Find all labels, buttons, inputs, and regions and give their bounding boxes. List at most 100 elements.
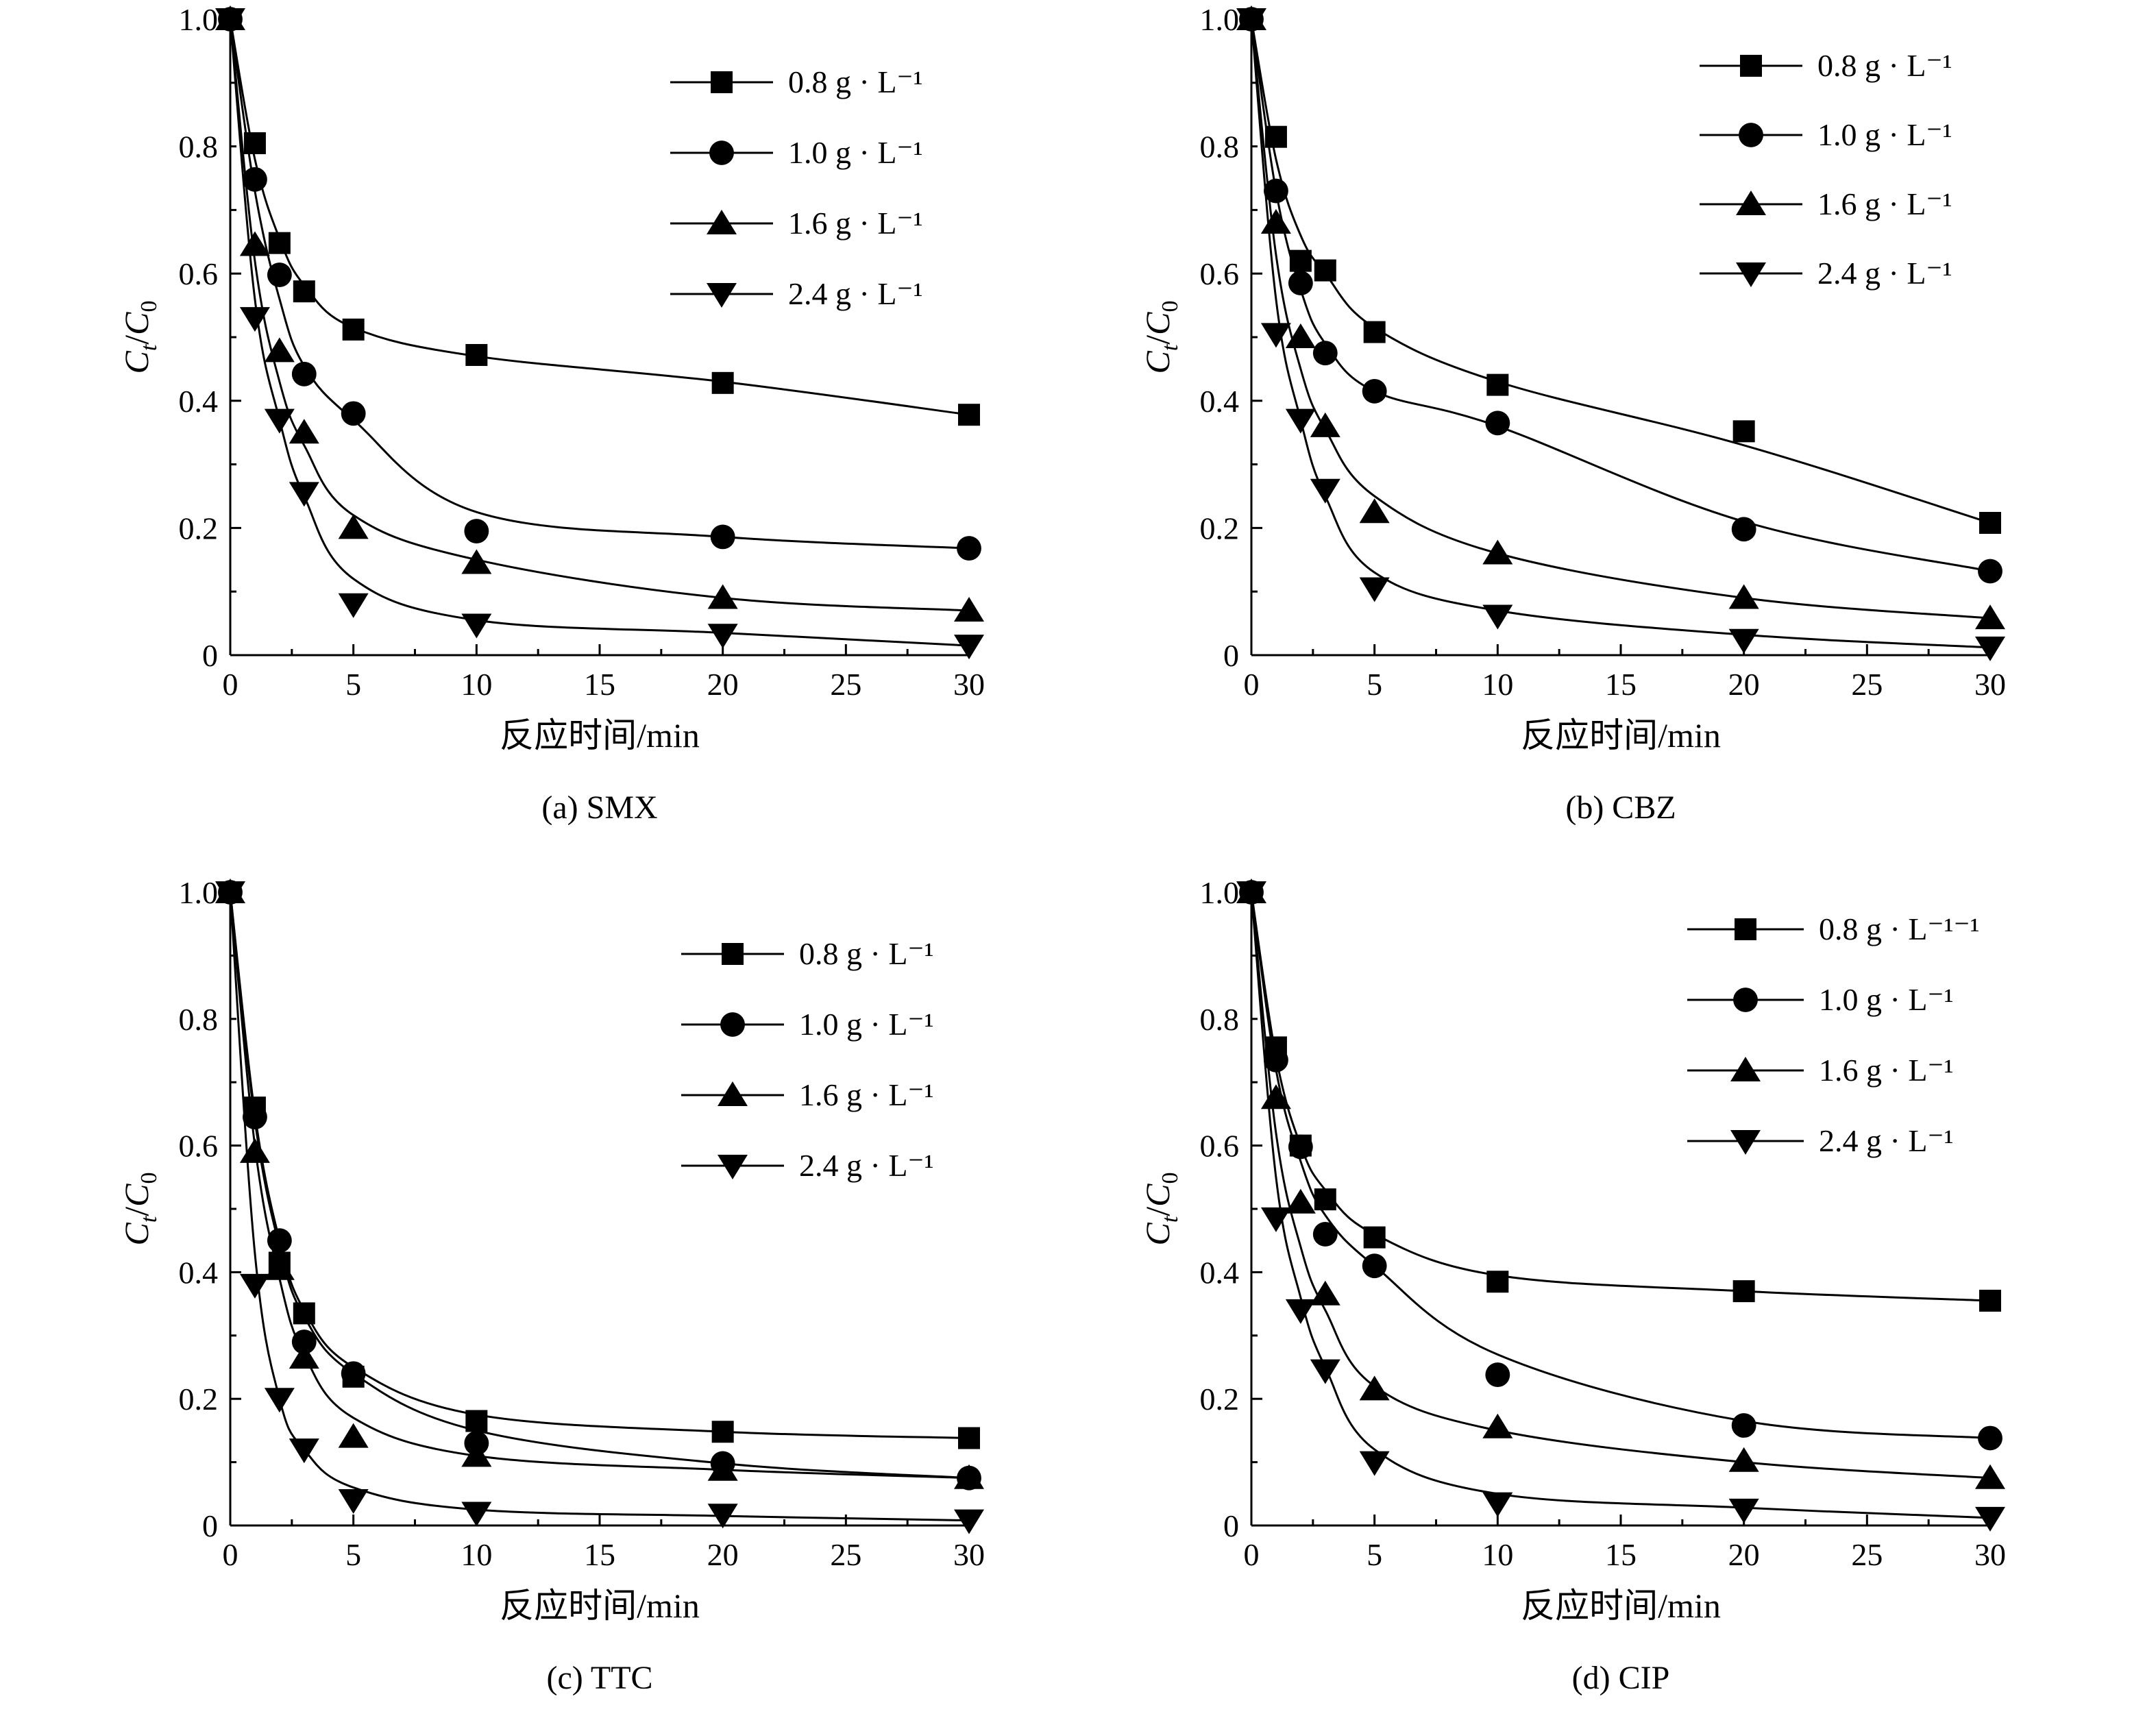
data-point [710,524,735,550]
x-tick-label: 25 [1851,1537,1883,1572]
x-tick-label: 20 [1728,667,1760,702]
legend-label: 1.0 g · L⁻¹ [1817,117,1952,152]
legend: 0.8 g · L⁻¹ 1.0 g · L⁻¹ 1.6 g · L⁻¹ 2.4 g ·… [670,64,923,311]
legend-label: 2.4 g · L⁻¹ [1817,256,1952,291]
x-tick-label: 30 [1974,667,2006,702]
y-axis-title: Ct/C0 [1138,300,1183,373]
x-axis-title: 反应时间/min [500,1586,700,1625]
legend-label: 1.6 g · L⁻¹ [1819,1053,1954,1088]
y-tick-label: 1.0 [179,875,219,910]
series [1236,879,2005,1489]
data-point [1285,408,1316,434]
legend-marker [1740,55,1762,77]
data-point [461,1442,492,1467]
x-tick-label: 10 [461,667,492,702]
x-tick-label: 20 [707,667,739,702]
data-point [1260,208,1291,234]
legend-item: 0.8 g · L⁻¹⁻¹ [1687,911,1980,946]
legend-item: 1.0 g · L⁻¹ [1700,117,1952,152]
y-axis-title-part: C [1138,1223,1177,1246]
data-point [1979,1289,2001,1312]
y-axis-title-part: t [136,1215,162,1223]
y-axis-title-part: t [136,343,162,351]
legend-marker [1730,1057,1761,1081]
data-point [268,232,291,254]
y-axis-title-part: C [1138,1184,1177,1207]
x-tick-label: 15 [584,1537,615,1572]
y-tick-label: 0.4 [179,384,219,419]
data-point [1260,1084,1291,1110]
y-axis-title-part: 0 [1157,1172,1183,1184]
data-point [1288,1134,1313,1160]
y-tick-label: 0.2 [1200,511,1240,546]
legend-item: 1.6 g · L⁻¹ [1687,1053,1954,1088]
data-point [1979,511,2001,534]
y-axis-title: Ct/C0 [1138,1172,1183,1245]
x-tick-label: 5 [345,667,361,702]
x-tick-label: 25 [1851,667,1883,702]
data-point [1731,1413,1756,1438]
x-tick-label: 25 [830,1537,861,1572]
legend-marker [718,1155,748,1179]
x-tick-label: 25 [830,667,861,702]
data-point [461,1502,492,1527]
y-axis-title-part: C [117,1223,156,1246]
data-point [1312,1222,1338,1247]
data-point [289,1344,319,1369]
data-point [1312,341,1338,366]
data-point [1363,321,1386,343]
y-tick-label: 0 [1223,638,1239,673]
fit-curve [229,892,970,1480]
legend-label: 1.6 g · L⁻¹ [1817,186,1952,221]
data-point [1732,420,1755,443]
series [215,5,984,622]
y-axis-title-part: 0 [136,1172,162,1184]
data-point [338,514,369,539]
data-point [707,624,738,649]
legend-marker [707,210,737,234]
fit-curve [1250,19,1991,524]
series [1239,880,2002,1451]
panel-caption: (a) SMX [541,789,657,826]
data-point [711,371,734,394]
x-axis-title: 反应时间/min [500,716,700,755]
data-point [464,519,489,543]
legend: 0.8 g · L⁻¹⁻¹ 1.0 g · L⁻¹ 1.6 g · L⁻¹ 2.4 g… [1687,911,1980,1158]
data-point [1731,517,1756,542]
y-axis-title-part: C [1138,312,1177,335]
y-tick-label: 0.4 [179,1255,219,1290]
data-point [1314,1188,1336,1211]
series [1240,8,2001,534]
fit-curve [1250,892,1991,1480]
legend-label: 1.0 g · L⁻¹ [788,135,923,170]
y-axis-title-part: / [1138,1207,1177,1216]
x-tick-label: 30 [1974,1537,2006,1572]
data-point [1728,1498,1759,1523]
y-axis-title: Ct/C0 [117,300,162,373]
y-axis-title-part: t [1157,343,1183,351]
y-tick-label: 1.0 [179,2,219,37]
series [215,881,984,1534]
x-tick-label: 5 [345,1537,361,1572]
legend-label: 0.8 g · L⁻¹ [799,936,934,971]
data-point [1359,1375,1390,1401]
fit-curve [229,19,970,612]
data-point [291,1329,317,1354]
legend-label: 0.8 g · L⁻¹ [788,64,923,99]
data-point [1310,478,1340,504]
data-point [1359,498,1390,524]
data-point [291,361,317,387]
y-tick-label: 0.2 [179,1382,219,1417]
data-point [1236,8,1266,33]
y-tick-label: 0.6 [179,256,219,291]
data-point [1310,412,1340,437]
data-point [707,1456,738,1481]
x-tick-label: 5 [1367,667,1382,702]
data-point [461,613,492,639]
data-point [293,280,315,303]
series [1236,881,2005,1532]
legend-label: 0.8 g · L⁻¹ [1817,48,1952,83]
legend-marker [1730,1130,1761,1155]
fit-curve [1250,892,1991,1302]
